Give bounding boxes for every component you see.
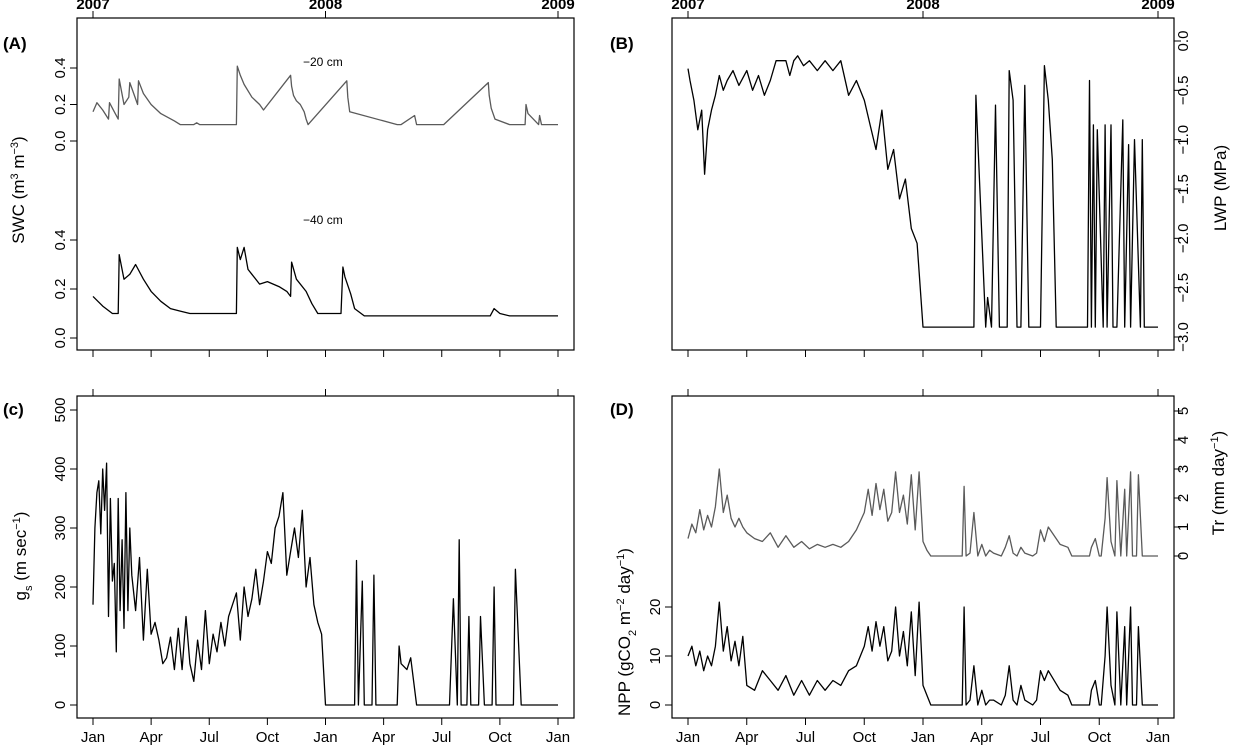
swc-40-tick-label: 0.0 [52, 328, 69, 349]
month-tick-label: Apr [372, 729, 395, 746]
gs-tick-label: 300 [52, 515, 69, 540]
npp-tick-label: 10 [647, 648, 664, 665]
swc-40-tick-label: 0.4 [52, 230, 69, 251]
depth-label-20cm: −20 cm [303, 55, 343, 69]
tr-tick-label: 2 [1175, 494, 1192, 502]
month-tick-label: Oct [853, 729, 877, 746]
tr-tick-label: 0 [1175, 552, 1192, 560]
lwp-tick-label: −1.5 [1175, 174, 1192, 204]
panel-b-letter: (B) [610, 34, 634, 53]
panel-c-frame [76, 395, 575, 719]
month-tick-label: Jul [432, 729, 451, 746]
panel-a-letter: (A) [3, 34, 27, 53]
swc-axis-title: SWC (m3 m−3) [9, 136, 28, 243]
month-tick-label: Apr [139, 729, 162, 746]
npp-tick-label: 0 [647, 701, 664, 709]
npp-line [687, 601, 1158, 706]
gs-tick-label: 400 [52, 456, 69, 481]
lwp-tick-label: −3.0 [1175, 322, 1192, 352]
panel-d-npp-tr: Jan Apr Jul Oct Jan Apr Jul Oct Jan (D) 0 1 2 3 4 5 0 10 2… [610, 389, 1228, 746]
swc-20cm-line [92, 65, 558, 126]
month-tick-label: Jul [200, 729, 219, 746]
month-tick-label: Jul [1031, 729, 1050, 746]
swc-20-tick-label: 0.0 [52, 131, 69, 152]
lwp-tick-label: −1.0 [1175, 125, 1192, 155]
lwp-axis-title: LWP (MPa) [1211, 145, 1230, 231]
gs-tick-label: 0 [52, 701, 69, 709]
month-tick-label: Oct [256, 729, 280, 746]
month-tick-label: Oct [488, 729, 512, 746]
npp-tick-label: 20 [647, 599, 664, 616]
depth-label-40cm: −40 cm [303, 213, 343, 227]
tr-line [687, 468, 1158, 557]
gs-axis-title: gs (m sec−1) [11, 512, 35, 601]
year-tick-label: 2007 [76, 0, 109, 13]
panel-b-lwp: 2007 2008 2009 (B) 0.0 −0.5 −1.0 −1.5 −2.0 −2.5 −3… [610, 0, 1230, 357]
panel-c-letter: (c) [3, 400, 24, 419]
month-tick-label: Jan [313, 729, 337, 746]
tr-tick-label: 1 [1175, 523, 1192, 531]
month-tick-label: Apr [735, 729, 758, 746]
month-tick-label: Jan [911, 729, 935, 746]
month-tick-label: Jan [81, 729, 105, 746]
year-tick-label: 2008 [906, 0, 939, 13]
swc-20-tick-label: 0.2 [52, 94, 69, 115]
tr-axis-title: Tr (mm day−1) [1209, 431, 1228, 535]
month-tick-label: Jan [546, 729, 570, 746]
lwp-tick-label: 0.0 [1175, 31, 1192, 52]
lwp-tick-label: −2.0 [1175, 224, 1192, 254]
year-tick-label: 2008 [309, 0, 342, 13]
month-tick-label: Apr [970, 729, 993, 746]
lwp-tick-label: −0.5 [1175, 76, 1192, 106]
gs-line [92, 462, 558, 706]
panel-c-gs: Jan Apr Jul Oct Jan Apr Jul Oct Jan (c) 0 100 200 300… [3, 389, 575, 746]
gs-tick-label: 100 [52, 633, 69, 658]
swc-20-tick-label: 0.4 [52, 58, 69, 79]
year-tick-label: 2009 [541, 0, 574, 13]
panel-d-letter: (D) [610, 400, 634, 419]
month-tick-label: Oct [1088, 729, 1112, 746]
tr-tick-label: 5 [1175, 407, 1192, 415]
tr-tick-label: 4 [1175, 436, 1192, 444]
year-tick-label: 2007 [671, 0, 704, 13]
npp-axis-title: NPP (gCO2 m−2 day−1) [615, 548, 639, 716]
tr-tick-label: 3 [1175, 465, 1192, 473]
gs-tick-label: 500 [52, 397, 69, 422]
month-tick-label: Jan [1146, 729, 1170, 746]
lwp-line [687, 55, 1158, 328]
gs-tick-label: 200 [52, 574, 69, 599]
swc-40-tick-label: 0.2 [52, 279, 69, 300]
year-tick-label: 2009 [1141, 0, 1174, 13]
panel-a-swc: 2007 2008 2009 (A) 0.0 0.2 0.4 0.0 0.2 0.4 −20 cm −… [3, 0, 575, 357]
swc-40cm-line [92, 246, 558, 317]
month-tick-label: Jan [676, 729, 700, 746]
lwp-tick-label: −2.5 [1175, 273, 1192, 303]
panel-d-frame [671, 395, 1175, 719]
month-tick-label: Jul [796, 729, 815, 746]
